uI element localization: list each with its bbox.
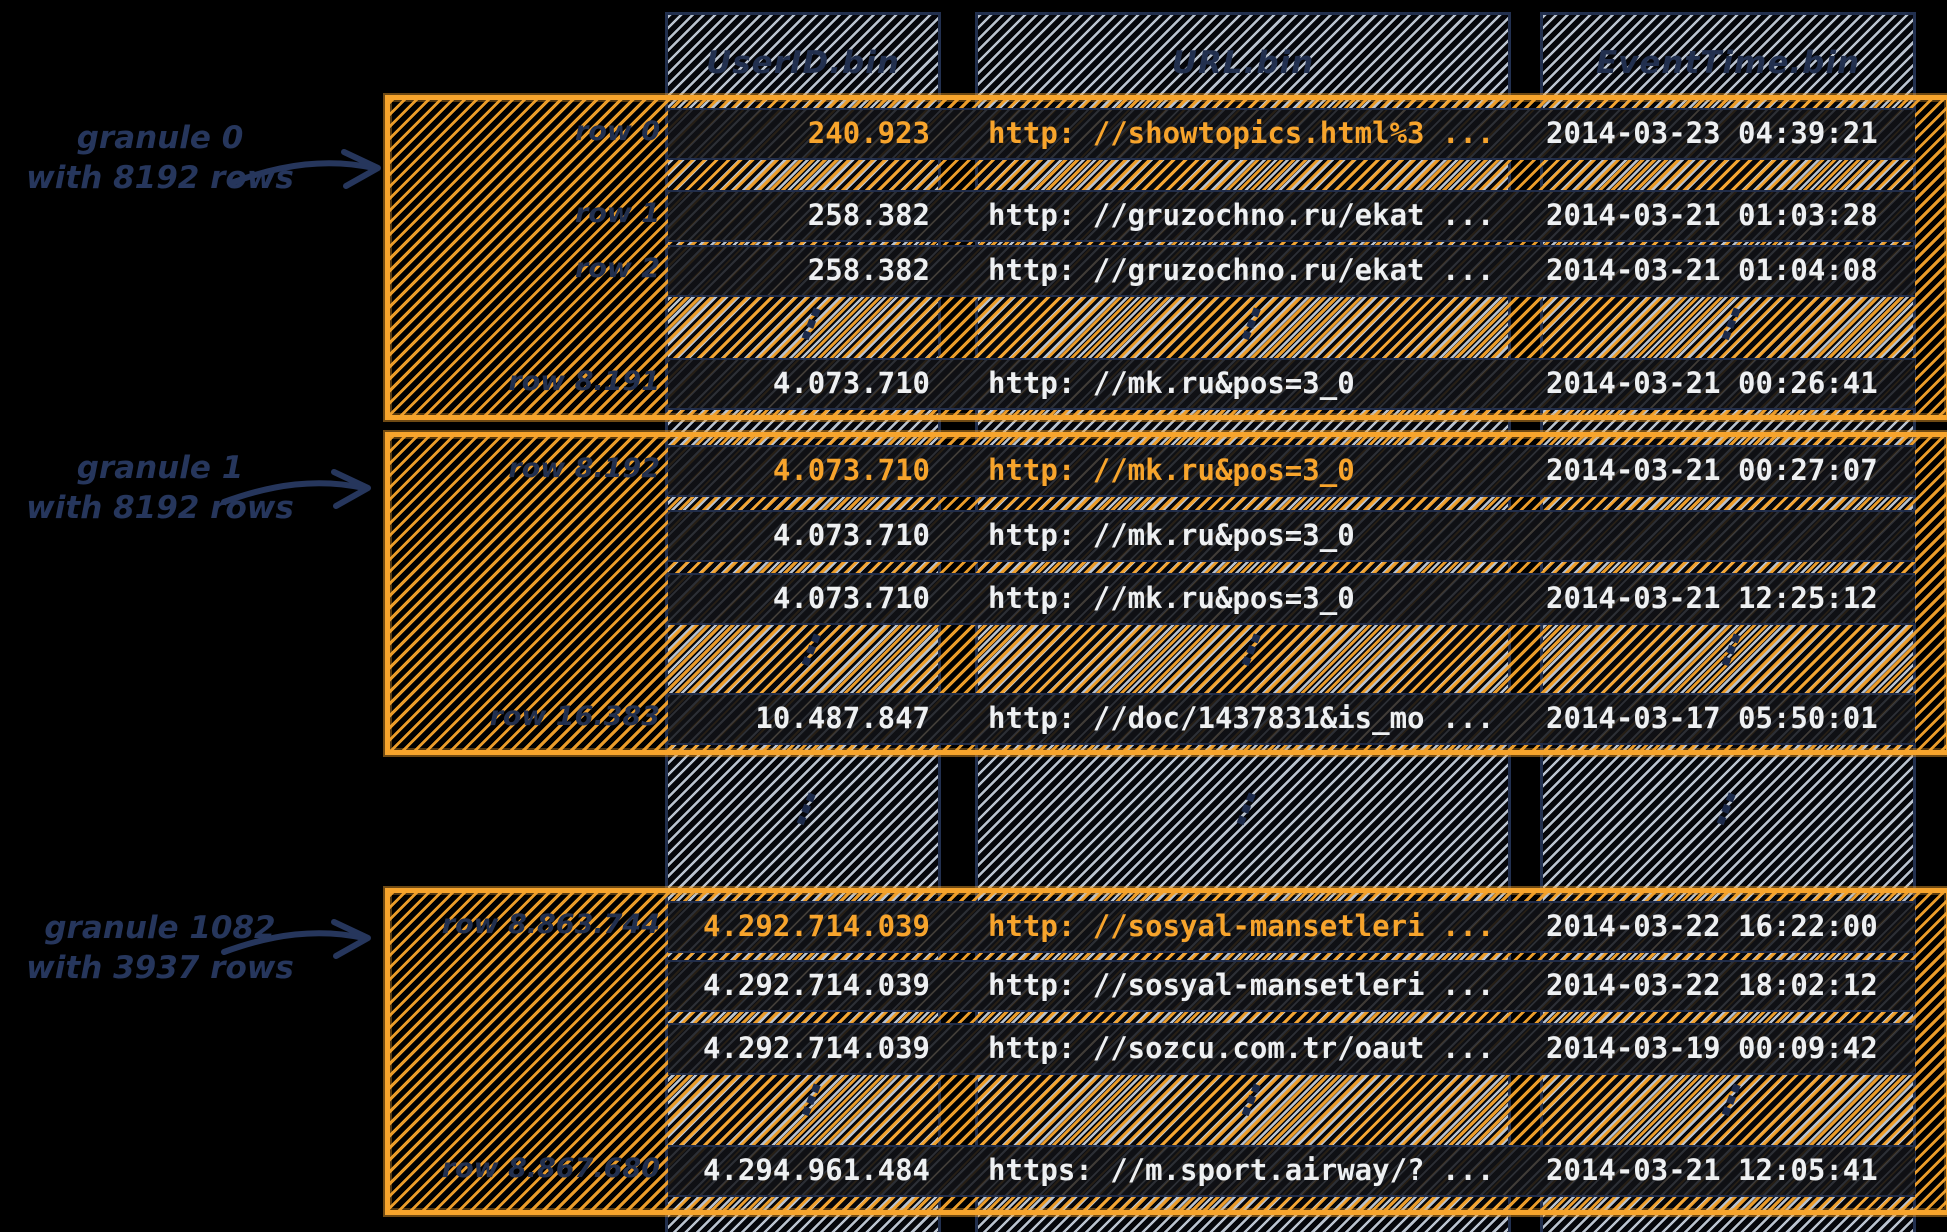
cell-eventtime: 2014-03-23 04:39:21 [1546,116,1878,150]
cell-eventtime: 2014-03-21 00:26:41 [1546,366,1878,400]
arrow-right-icon [221,469,371,509]
row-label: row 2 [575,253,660,284]
table-row: 4.292.714.039 http: //sozcu.com.tr/oaut … [668,1023,1915,1075]
ellipsis-icon: ⋮ [782,293,840,355]
cell-userid: 4.292.714.039 [703,909,930,943]
cell-userid: 4.073.710 [772,581,930,615]
ellipsis-icon: ⋮ [1702,619,1760,681]
annotation-line: granule 1 [76,450,244,486]
cell-userid: 4.292.714.039 [703,968,930,1002]
table-row: 10.487.847 http: //doc/1437831&is_mo ...… [668,693,1915,745]
cell-userid: 4.292.714.039 [703,1031,930,1065]
row-label: row 0 [575,116,660,147]
ellipsis-icon: ⋮ [1222,1069,1280,1131]
column-header-eventtime: EventTime.bin [1595,45,1861,81]
row-label: row 8.192 [508,453,660,484]
cell-userid: 10.487.847 [755,701,930,735]
ellipsis-icon: ⋮ [1222,619,1280,681]
cell-userid: 240.923 [807,116,930,150]
ellipsis-icon: ⋮ [1222,293,1280,355]
cell-eventtime: 2014-03-21 00:27:07 [1546,453,1878,487]
ellipsis-icon: ⋮ [1702,1069,1760,1131]
cell-url: http: //gruzochno.ru/ekat ... [988,198,1495,232]
table-row: 240.923 http: //showtopics.html%3 ... 20… [668,108,1915,160]
cell-url: http: //sosyal-mansetleri ... [988,909,1495,943]
cell-eventtime: 2014-03-17 05:50:01 [1546,701,1878,735]
cell-userid: 4.073.710 [772,366,930,400]
ellipsis-icon: ⋮ [1702,293,1760,355]
cell-url: http: //showtopics.html%3 ... [988,116,1495,150]
cell-url: https: //m.sport.airway/? ... [988,1153,1495,1187]
row-label: row 8.863.744 [441,909,660,940]
cell-url: http: //mk.ru&pos=3_0 [988,453,1355,487]
row-label: row 8.191 [508,366,660,397]
cell-url: http: //sozcu.com.tr/oaut ... [988,1031,1495,1065]
arrow-right-icon [231,149,381,189]
granule-box-0: row 0 row 1 row 2 row 8.191 240.923 http… [385,95,1947,420]
cell-userid: 4.073.710 [772,518,930,552]
cell-userid: 258.382 [807,198,930,232]
table-row: 4.073.710 http: //mk.ru&pos=3_0 [668,510,1915,562]
cell-url: http: //mk.ru&pos=3_0 [988,366,1355,400]
cell-eventtime [1546,512,1912,560]
table-row: 4.292.714.039 http: //sosyal-mansetleri … [668,901,1915,953]
table-row: 4.073.710 http: //mk.ru&pos=3_0 2014-03-… [668,445,1915,497]
annotation-line: granule 1082 [44,910,276,946]
table-row: 258.382 http: //gruzochno.ru/ekat ... 20… [668,190,1915,242]
cell-eventtime: 2014-03-21 12:25:12 [1546,581,1878,615]
cell-eventtime: 2014-03-19 00:09:42 [1546,1031,1878,1065]
table-row: 4.294.961.484 https: //m.sport.airway/? … [668,1145,1915,1197]
table-row: 258.382 http: //gruzochno.ru/ekat ... 20… [668,245,1915,297]
granule-box-1082: row 8.863.744 row 8.867.680 4.292.714.03… [385,888,1947,1215]
cell-eventtime: 2014-03-22 16:22:00 [1546,909,1878,943]
granule-box-1: row 8.192 row 16.383 4.073.710 http: //m… [385,432,1947,755]
table-row: 4.292.714.039 http: //sosyal-mansetleri … [668,960,1915,1012]
table-row: 4.073.710 http: //mk.ru&pos=3_0 2014-03-… [668,573,1915,625]
annotation-line: granule 0 [76,120,244,156]
cell-userid: 4.294.961.484 [703,1153,930,1187]
annotation-line: with 3937 rows [26,950,294,986]
table-row: 4.073.710 http: //mk.ru&pos=3_0 2014-03-… [668,358,1915,410]
cell-userid: 4.073.710 [772,453,930,487]
cell-url: http: //mk.ru&pos=3_0 [988,581,1355,615]
row-label: row 16.383 [489,701,660,732]
cell-userid: 258.382 [807,253,930,287]
ellipsis-icon: ⋮ [782,1069,840,1131]
cell-eventtime: 2014-03-22 18:02:12 [1546,968,1878,1002]
cell-url: http: //mk.ru&pos=3_0 [988,518,1355,552]
column-header-userid: UserID.bin [706,45,900,81]
row-label: row 1 [575,198,660,229]
cell-url: http: //sosyal-mansetleri ... [988,968,1495,1002]
annotation-granule-1082: granule 1082 with 3937 rows [5,908,315,988]
cell-eventtime: 2014-03-21 01:03:28 [1546,198,1878,232]
cell-url: http: //doc/1437831&is_mo ... [988,701,1495,735]
ellipsis-icon: ⋮ [782,619,840,681]
arrow-right-icon [221,919,371,959]
column-header-url: URL.bin [1171,45,1315,81]
cell-eventtime: 2014-03-21 12:05:41 [1546,1153,1878,1187]
cell-eventtime: 2014-03-21 01:04:08 [1546,253,1878,287]
cell-url: http: //gruzochno.ru/ekat ... [988,253,1495,287]
row-label: row 8.867.680 [441,1153,660,1184]
